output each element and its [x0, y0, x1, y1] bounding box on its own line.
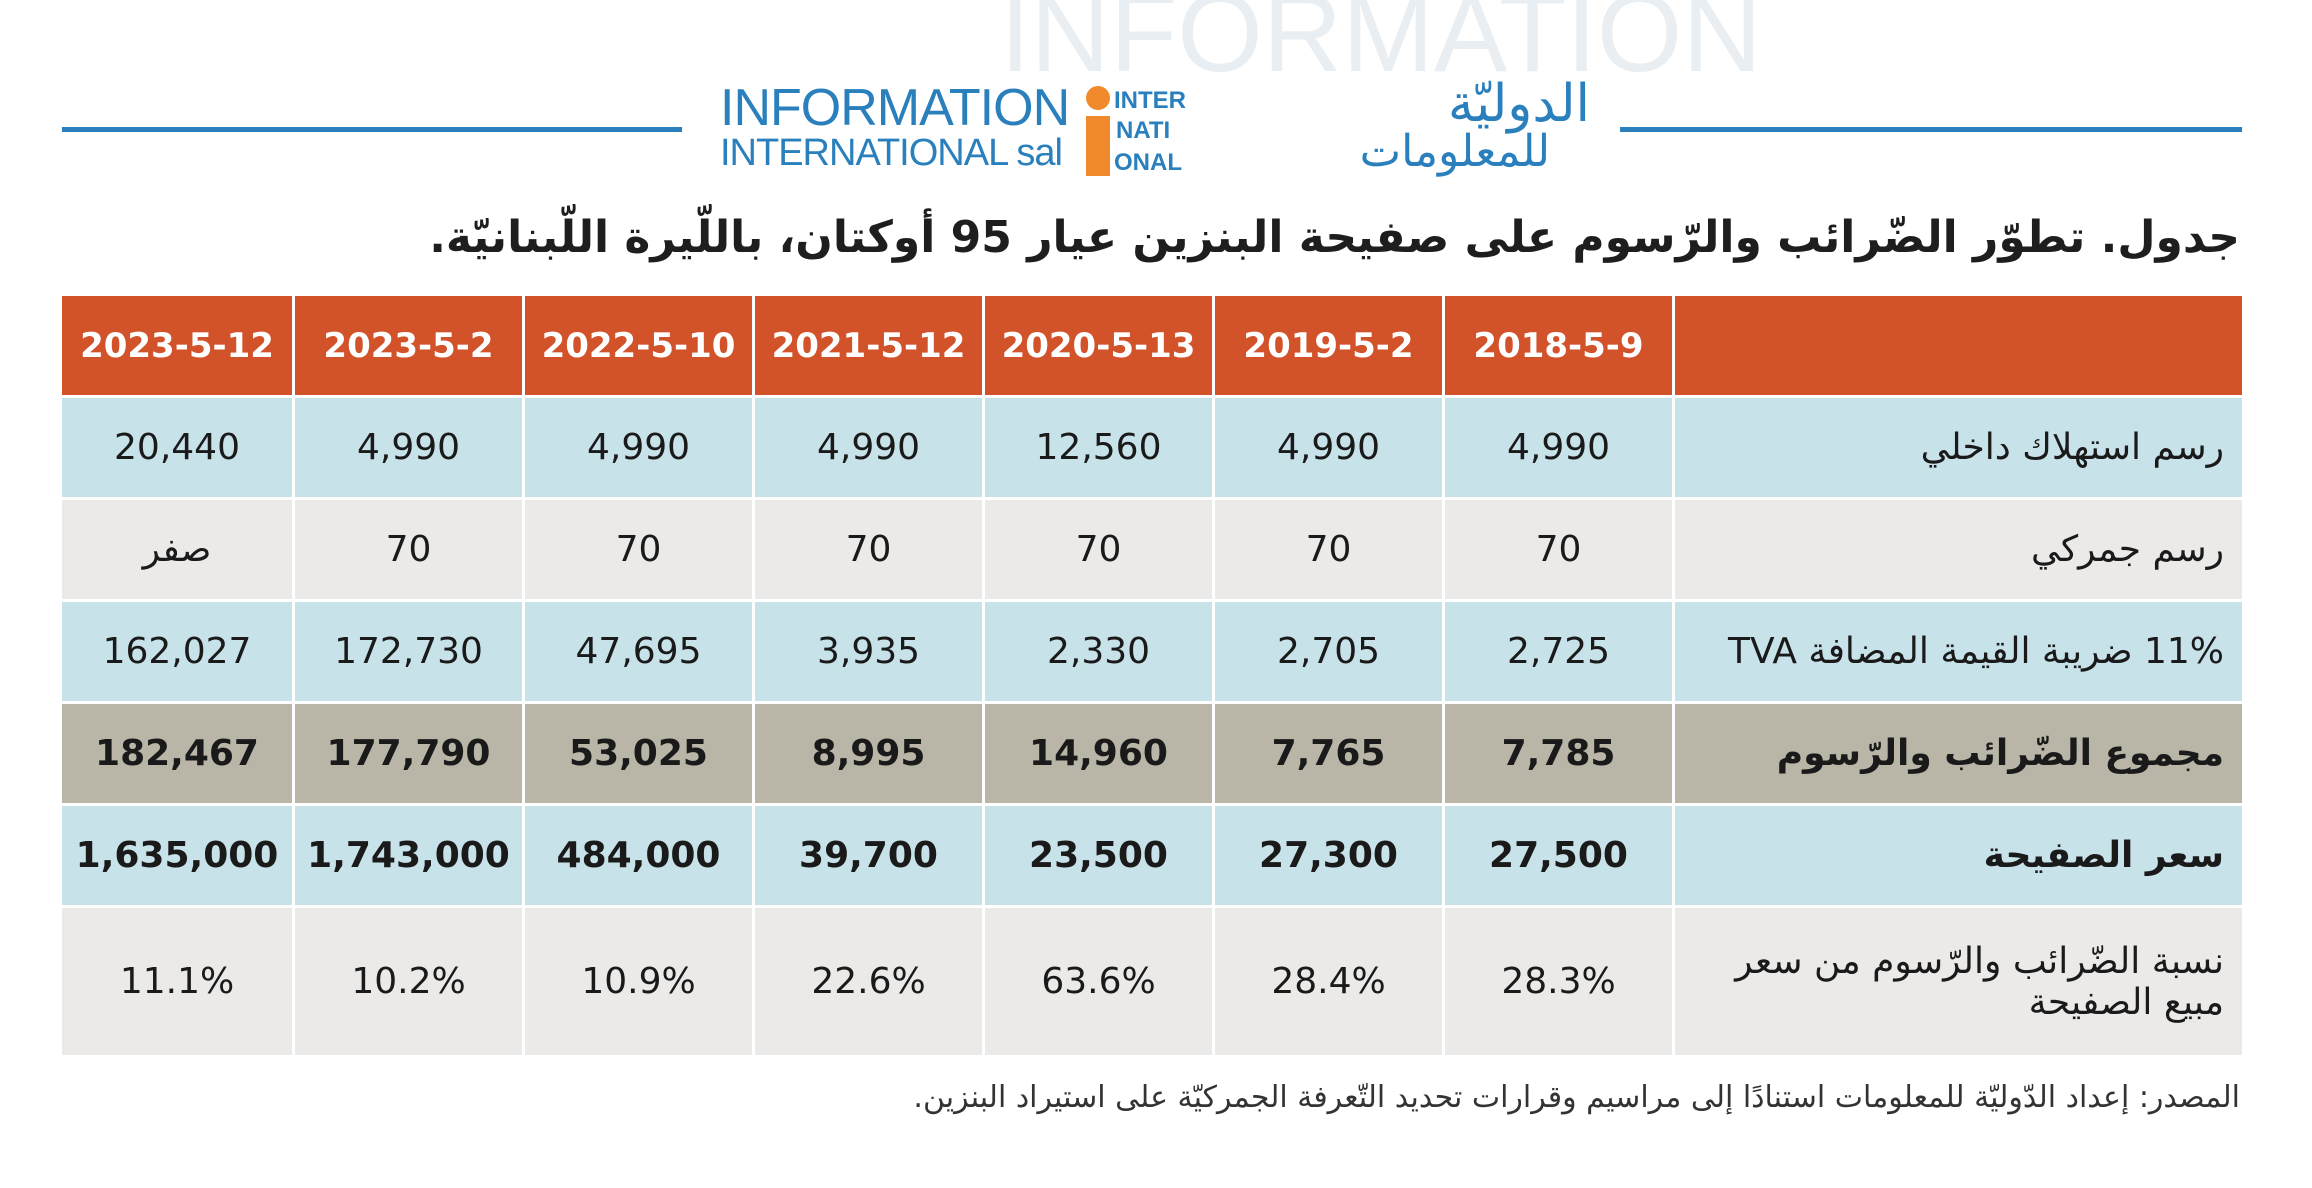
header-date-cell: 2018-5-9: [1442, 296, 1672, 398]
row-label: نسبة الضّرائب والرّسوم من سعر مبيع الصفي…: [1672, 908, 2242, 1058]
table-cell: 22.6%: [752, 908, 982, 1058]
table-cell: 2,705: [1212, 602, 1442, 704]
table-header-row: 2018-5-9 2019-5-2 2020-5-13 2021-5-12 20…: [60, 296, 2242, 398]
table-cell: 4,990: [752, 398, 982, 500]
logo-i-icon: INTER NATI ONAL: [1086, 86, 1186, 176]
table-row-customs-fee: رسم جمركي 70 70 70 70 70 70 صفر: [60, 500, 2242, 602]
table-row-consumption-fee: رسم استهلاك داخلي 4,990 4,990 12,560 4,9…: [60, 398, 2242, 500]
data-table: 2018-5-9 2019-5-2 2020-5-13 2021-5-12 20…: [60, 296, 2242, 1058]
table-cell: 70: [1212, 500, 1442, 602]
table-row-price: سعر الصفيحة 27,500 27,300 23,500 39,700 …: [60, 806, 2242, 908]
table-cell: 28.3%: [1442, 908, 1672, 1058]
table-cell: 70: [752, 500, 982, 602]
table-cell: 28.4%: [1212, 908, 1442, 1058]
svg-text:ONAL: ONAL: [1114, 149, 1182, 176]
table-cell: 27,300: [1212, 806, 1442, 908]
table-cell: 2,725: [1442, 602, 1672, 704]
table-cell: 7,765: [1212, 704, 1442, 806]
header-rule-right: [1620, 127, 2242, 132]
header-rule-left: [62, 127, 682, 132]
table-row-total-taxes: مجموع الضّرائب والرّسوم 7,785 7,765 14,9…: [60, 704, 2242, 806]
table-cell: 10.2%: [292, 908, 522, 1058]
table-cell: 182,467: [62, 704, 292, 806]
table-cell: 47,695: [522, 602, 752, 704]
table-cell: 70: [292, 500, 522, 602]
header-date-cell: 2022-5-10: [522, 296, 752, 398]
table-cell: 12,560: [982, 398, 1212, 500]
table-cell: 1,635,000: [62, 806, 292, 908]
table-cell: 20,440: [62, 398, 292, 500]
table-cell: 3,935: [752, 602, 982, 704]
header-date-cell: 2023-5-12: [62, 296, 292, 398]
svg-text:INTER: INTER: [1114, 87, 1186, 114]
header-date-cell: 2020-5-13: [982, 296, 1212, 398]
table-cell: 39,700: [752, 806, 982, 908]
brand-logo: INFORMATION INTERNATIONAL sal INTER NATI…: [720, 74, 1590, 188]
logo-text-ar-sub: للمعلومات: [1359, 126, 1550, 177]
table-cell: 63.6%: [982, 908, 1212, 1058]
table-cell: 14,960: [982, 704, 1212, 806]
row-label: 11% ضريبة القيمة المضافة TVA: [1672, 602, 2242, 704]
table-cell: 4,990: [1442, 398, 1672, 500]
table-cell: 70: [982, 500, 1212, 602]
header-date-cell: 2021-5-12: [752, 296, 982, 398]
table-cell: 172,730: [292, 602, 522, 704]
table-row-tax-share: نسبة الضّرائب والرّسوم من سعر مبيع الصفي…: [60, 908, 2242, 1058]
row-label: رسم استهلاك داخلي: [1672, 398, 2242, 500]
table-cell: 11.1%: [62, 908, 292, 1058]
table-cell: 70: [1442, 500, 1672, 602]
logo-text-ar: الدوليّة: [1447, 74, 1590, 134]
table-cell: 10.9%: [522, 908, 752, 1058]
row-label: رسم جمركي: [1672, 500, 2242, 602]
header-date-cell: 2023-5-2: [292, 296, 522, 398]
table-cell: 4,990: [522, 398, 752, 500]
header-date-cell: 2019-5-2: [1212, 296, 1442, 398]
table-cell: 177,790: [292, 704, 522, 806]
svg-text:NATI: NATI: [1116, 117, 1170, 144]
logo-text-en: INFORMATION: [720, 79, 1070, 137]
table-cell: 162,027: [62, 602, 292, 704]
table-cell: 23,500: [982, 806, 1212, 908]
logo-text-en-sub: INTERNATIONAL sal: [720, 132, 1063, 174]
logo-badge: INTER NATI ONAL: [1114, 87, 1186, 176]
table-row-vat: 11% ضريبة القيمة المضافة TVA 2,725 2,705…: [60, 602, 2242, 704]
table-cell: 70: [522, 500, 752, 602]
table-cell: 27,500: [1442, 806, 1672, 908]
table-cell: 4,990: [292, 398, 522, 500]
source-note: المصدر: إعداد الدّوليّة للمعلومات استناد…: [913, 1080, 2240, 1115]
page-title: جدول. تطوّر الضّرائب والرّسوم على صفيحة …: [429, 212, 2240, 263]
row-label: مجموع الضّرائب والرّسوم: [1672, 704, 2242, 806]
table-cell: صفر: [62, 500, 292, 602]
header-corner-cell: [1672, 296, 2242, 398]
row-label: سعر الصفيحة: [1672, 806, 2242, 908]
table-cell: 2,330: [982, 602, 1212, 704]
table-cell: 53,025: [522, 704, 752, 806]
table-cell: 4,990: [1212, 398, 1442, 500]
table-cell: 7,785: [1442, 704, 1672, 806]
table-cell: 484,000: [522, 806, 752, 908]
table-cell: 8,995: [752, 704, 982, 806]
table-cell: 1,743,000: [292, 806, 522, 908]
